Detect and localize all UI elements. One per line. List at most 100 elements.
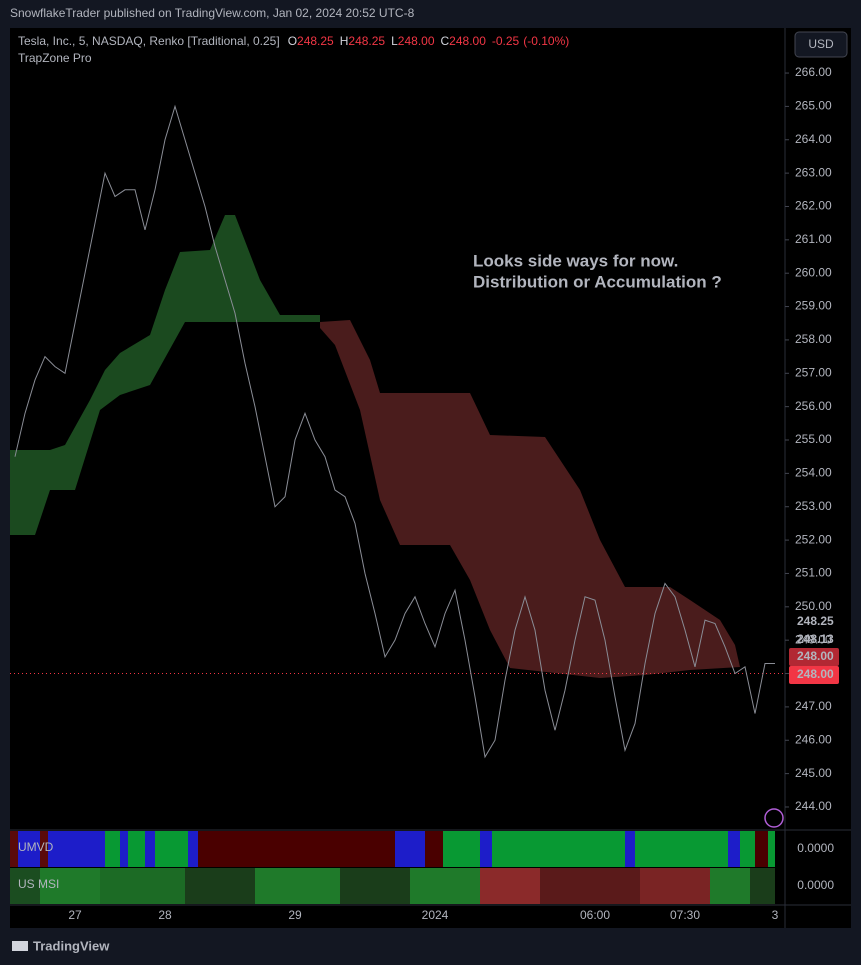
currency[interactable]: USD xyxy=(808,37,834,51)
strip-block xyxy=(480,868,540,904)
strip-block xyxy=(635,831,728,867)
y-tick-label: 252.00 xyxy=(795,532,832,546)
strip-block xyxy=(540,868,640,904)
price-label: 248.00 xyxy=(797,667,834,681)
strip-block xyxy=(48,831,60,867)
currency-button[interactable] xyxy=(794,31,848,58)
ohlc-value: 248.25 xyxy=(348,34,385,48)
strip-block xyxy=(640,868,710,904)
symbol: Tesla, Inc., 5, NASDAQ, Renko [Tradition… xyxy=(18,34,280,48)
y-tick-label: 261.00 xyxy=(795,232,832,246)
y-tick-label: 264.00 xyxy=(795,132,832,146)
price-label: 248.13 xyxy=(797,632,834,646)
strip-block xyxy=(408,831,425,867)
strip-block xyxy=(255,868,340,904)
strip-block xyxy=(710,868,750,904)
y-tick-label: 244.00 xyxy=(795,799,832,813)
strip-block xyxy=(188,831,198,867)
y-tick-label: 265.00 xyxy=(795,99,832,113)
strip-block xyxy=(425,831,443,867)
y-tick-label: 255.00 xyxy=(795,432,832,446)
header-title: SnowflakeTrader published on TradingView… xyxy=(10,6,415,20)
y-tick-label: 246.00 xyxy=(795,732,832,746)
alert-icon[interactable] xyxy=(764,808,784,828)
price-badge xyxy=(789,648,839,666)
ohlc-value: 248.00 xyxy=(398,34,435,48)
y-tick-label: 253.00 xyxy=(795,499,832,513)
strip-block xyxy=(410,868,480,904)
strip-block xyxy=(480,831,492,867)
pane-name: UMVD xyxy=(18,840,54,854)
strip-block xyxy=(60,831,105,867)
strip-block xyxy=(120,831,128,867)
strip-block xyxy=(155,831,188,867)
x-tick-label: 29 xyxy=(288,908,302,922)
brand: TradingView xyxy=(33,938,110,953)
legend: Tesla, Inc., 5, NASDAQ, Renko [Tradition… xyxy=(18,34,569,48)
x-tick-label: 07:30 xyxy=(670,908,700,922)
strip-block xyxy=(755,831,768,867)
price-label: 248.25 xyxy=(797,614,834,628)
strip-block xyxy=(625,831,635,867)
strip-block xyxy=(100,868,185,904)
ohlc-name: H xyxy=(340,34,349,48)
ohlc-value: 248.25 xyxy=(297,34,334,48)
price-label: 248.00 xyxy=(797,649,834,663)
ohlc-value: 248.00 xyxy=(449,34,486,48)
green-zone xyxy=(10,215,320,535)
strip-block xyxy=(340,868,410,904)
y-tick-label: 262.00 xyxy=(795,199,832,213)
strip-block xyxy=(10,831,18,867)
x-tick-label: 06:00 xyxy=(580,908,610,922)
y-tick-label: 263.00 xyxy=(795,165,832,179)
y-tick-label: 245.00 xyxy=(795,766,832,780)
y-tick-label: 266.00 xyxy=(795,65,832,79)
strip-block xyxy=(40,831,48,867)
annotation: Distribution or Accumulation ? xyxy=(473,272,722,291)
ohlc-name: O xyxy=(288,34,297,48)
indicator-name: TrapZone Pro xyxy=(18,51,92,65)
strip-block xyxy=(128,831,145,867)
pane-value: 0.0000 xyxy=(797,878,834,892)
price-line-series xyxy=(14,104,775,759)
y-tick-label: 256.00 xyxy=(795,399,832,413)
y-tick-label: 258.00 xyxy=(795,332,832,346)
ohlc-name: L xyxy=(391,34,398,48)
x-tick-label: 3 xyxy=(772,908,779,922)
price-badge xyxy=(789,666,839,684)
y-tick-label: 257.00 xyxy=(795,365,832,379)
pane-name: US MSI xyxy=(18,877,59,891)
strip-block xyxy=(492,831,625,867)
ohlc: O248.25 H248.25 L248.00 C248.00 xyxy=(288,34,487,48)
x-tick-label: 2024 xyxy=(422,908,449,922)
strip-block xyxy=(768,831,775,867)
strip-block xyxy=(185,868,255,904)
strip-block xyxy=(18,831,40,867)
y-tick-label: 259.00 xyxy=(795,299,832,313)
y-tick-label: 251.00 xyxy=(795,566,832,580)
strip-block xyxy=(10,868,40,904)
x-tick-label: 27 xyxy=(68,908,82,922)
strip-block xyxy=(750,868,775,904)
red-zone xyxy=(320,320,740,678)
ohlc-name: C xyxy=(441,34,450,48)
y-tick-label: 260.00 xyxy=(795,265,832,279)
strip-block xyxy=(145,831,155,867)
strip-block xyxy=(40,868,100,904)
y-tick-label: 254.00 xyxy=(795,466,832,480)
change: -0.25 xyxy=(492,34,520,48)
strip-block xyxy=(443,831,480,867)
strip-block xyxy=(395,831,408,867)
change-pct: (-0.10%) xyxy=(523,34,569,48)
y-tick-label: 250.00 xyxy=(795,599,832,613)
strip-block xyxy=(105,831,120,867)
pane-value: 0.0000 xyxy=(797,841,834,855)
strip-block xyxy=(740,831,755,867)
y-tick-label: 249.00 xyxy=(795,632,832,646)
x-tick-label: 28 xyxy=(158,908,172,922)
y-tick-label: 247.00 xyxy=(795,699,832,713)
strip-block xyxy=(198,831,395,867)
annotation: Looks side ways for now. xyxy=(473,251,678,270)
strip-block xyxy=(728,831,740,867)
